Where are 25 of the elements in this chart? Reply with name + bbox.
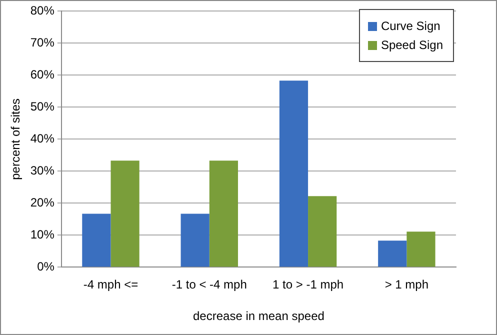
x-tick-label: 1 to > -1 mph	[272, 278, 344, 292]
y-tick-label: 80%	[30, 4, 55, 18]
bar	[308, 196, 337, 267]
legend-label: Speed Sign	[380, 38, 443, 52]
y-tick-label: 70%	[30, 36, 55, 50]
y-tick-label: 60%	[30, 68, 55, 82]
bar	[180, 214, 210, 267]
x-axis-title: decrease in mean speed	[193, 309, 324, 324]
legend-label: Curve Sign	[380, 19, 440, 34]
bar	[406, 232, 436, 267]
x-tick-label: -1 to < -4 mph	[172, 278, 247, 292]
bar	[110, 160, 140, 267]
y-tick-label: 10%	[30, 228, 55, 242]
x-tick-label: -4 mph <=	[83, 278, 138, 292]
bar	[378, 240, 407, 267]
y-tick-label: 50%	[30, 100, 55, 114]
bar	[279, 80, 308, 267]
y-axis-title: percent of sites	[8, 98, 23, 180]
bar	[209, 160, 238, 267]
y-tick-label: 40%	[30, 132, 55, 146]
y-tick-label: 0%	[37, 260, 55, 274]
y-tick-label: 20%	[30, 196, 55, 210]
y-tick-label: 30%	[30, 164, 55, 178]
x-tick-label: > 1 mph	[384, 278, 429, 292]
bar	[82, 214, 111, 267]
